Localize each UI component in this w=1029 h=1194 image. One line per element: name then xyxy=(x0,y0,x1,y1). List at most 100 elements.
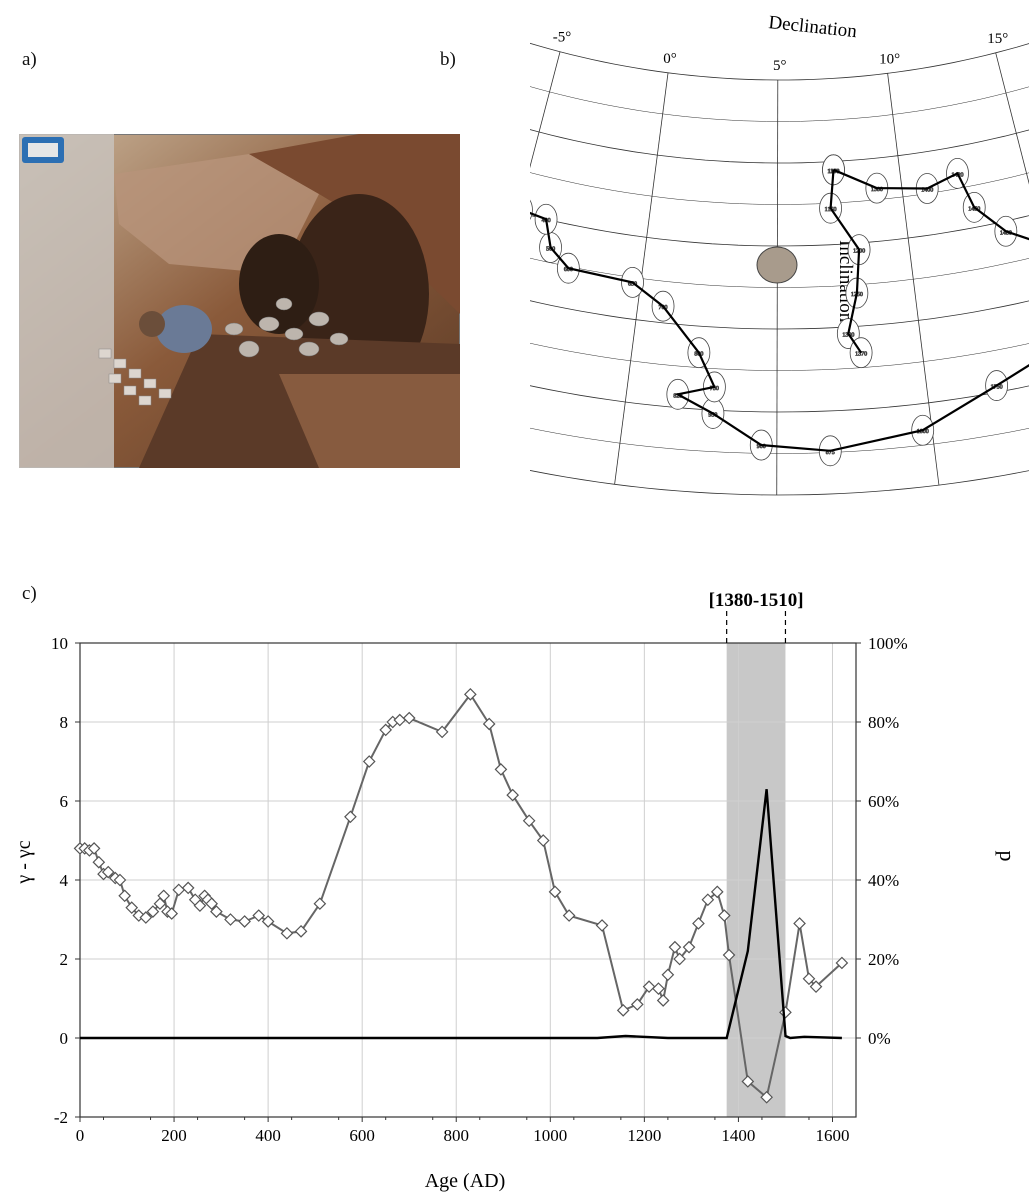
gamma-point xyxy=(656,994,670,1007)
panel-label-b: b) xyxy=(440,49,456,70)
gamma-point xyxy=(548,885,562,899)
x-tick-label: 1400 xyxy=(721,1126,755,1145)
curve-age-label: 500 xyxy=(546,246,555,252)
declination-axis-title: Declination xyxy=(767,12,858,42)
gamma-point xyxy=(146,905,160,918)
gamma-point xyxy=(562,909,576,922)
curve-age-label: 900 xyxy=(757,444,766,450)
gamma-point xyxy=(92,855,106,869)
gamma-point xyxy=(379,723,393,737)
gamma-point xyxy=(280,926,294,940)
gamma-point xyxy=(673,952,686,966)
gamma-point xyxy=(701,893,715,907)
curve-age-label: 1370 xyxy=(855,352,867,358)
gamma-point xyxy=(464,688,477,701)
gamma-point xyxy=(157,889,171,903)
x-axis-label: Age (AD) xyxy=(425,1170,506,1192)
curve-age-label: 820 xyxy=(673,393,682,399)
curve-age-label: 1480 xyxy=(1000,230,1012,236)
declination-tick-label: 10° xyxy=(879,51,900,67)
gamma-point xyxy=(482,717,496,731)
y-left-tick-label: 10 xyxy=(51,634,68,653)
gamma-point xyxy=(205,897,219,911)
gamma-point xyxy=(642,980,656,993)
inclination-gridline xyxy=(530,42,1029,81)
x-tick-label: 400 xyxy=(255,1126,281,1145)
gamma-point xyxy=(630,998,644,1011)
gamma-point xyxy=(682,940,696,954)
gamma-point xyxy=(760,1090,773,1104)
gamma-point xyxy=(139,911,153,924)
gamma-point xyxy=(87,842,101,855)
gamma-point xyxy=(362,755,376,768)
gamma-point xyxy=(402,711,416,725)
x-tick-label: 200 xyxy=(161,1126,187,1145)
curve-age-label: 950 xyxy=(708,412,717,418)
gamma-point xyxy=(835,956,849,970)
declination-tick-label: 0° xyxy=(663,51,677,67)
y-right-tick-label: 0% xyxy=(868,1029,891,1048)
y-left-tick-label: 8 xyxy=(60,713,69,732)
gamma-point xyxy=(522,814,536,828)
inclination-gridline xyxy=(530,470,1029,496)
gamma-point xyxy=(652,982,665,995)
y-right-tick-label: 20% xyxy=(868,950,899,969)
gamma-point xyxy=(536,834,550,847)
gamma-point xyxy=(344,810,357,824)
y-right-axis-label: p xyxy=(995,851,1020,862)
confidence-ellipse xyxy=(530,199,533,220)
x-tick-label: 1600 xyxy=(815,1126,849,1145)
panel-label-a: a) xyxy=(22,49,37,70)
y-right-tick-label: 40% xyxy=(868,871,899,890)
declination-inclination-plot: Declination Inclination -10°-5°0°5°10°15… xyxy=(530,12,1029,496)
gamma-point xyxy=(809,980,823,993)
gamma-point xyxy=(506,788,520,802)
gamma-point xyxy=(118,889,132,903)
curve-age-label: 650 xyxy=(628,281,637,287)
x-tick-label: 0 xyxy=(76,1126,85,1145)
declination-gridline xyxy=(530,51,561,169)
inclination-gridline xyxy=(530,300,1029,330)
gamma-point xyxy=(661,968,675,982)
interval-label: [1380-1510] xyxy=(709,590,804,611)
declination-tick-label: -5° xyxy=(553,30,572,46)
gamma-point xyxy=(294,925,308,938)
declination-gridline xyxy=(995,52,1029,185)
gamma-point xyxy=(165,907,179,920)
gamma-point xyxy=(692,917,705,930)
gamma-point xyxy=(193,899,207,913)
inclination-gridline xyxy=(530,385,1029,413)
y-left-tick-label: 6 xyxy=(60,792,69,811)
curve-age-label: 1380 xyxy=(871,187,883,193)
curve-age-label: 600 xyxy=(564,267,573,273)
curve-age-label: 1800 xyxy=(917,429,929,435)
y-right-tick-label: 100% xyxy=(868,634,908,653)
y-right-tick-label: 60% xyxy=(868,792,899,811)
gamma-point xyxy=(261,915,275,928)
declination-gridline xyxy=(776,79,779,495)
y-right-tick-label: 80% xyxy=(868,713,899,732)
gamma-point xyxy=(616,1004,630,1017)
gamma-probability-chart: -2 0 2 4 6 8 10 0% 20% 40% 60% 80% 100% 0 200 400 600 8… xyxy=(13,590,1020,1192)
gamma-point xyxy=(717,909,731,922)
curve-age-label: 875 xyxy=(826,450,835,456)
gamma-point xyxy=(252,909,266,922)
gamma-point xyxy=(710,885,724,899)
gamma-point xyxy=(181,881,195,895)
gamma-point xyxy=(494,763,508,776)
gamma-point xyxy=(802,972,816,986)
gamma-point xyxy=(113,873,127,887)
declination-gridline xyxy=(887,73,940,486)
x-tick-label: 600 xyxy=(349,1126,375,1145)
curve-age-label: 700 xyxy=(659,305,668,311)
gamma-point xyxy=(172,883,186,897)
declination-tick-label: 5° xyxy=(773,58,787,74)
gamma-point xyxy=(793,917,806,930)
probability-series-line xyxy=(80,789,842,1040)
curve-age-label: 1750 xyxy=(991,385,1003,391)
gamma-point xyxy=(224,913,237,926)
gamma-point xyxy=(313,897,327,911)
gamma-point xyxy=(595,919,609,932)
gamma-point xyxy=(668,940,682,954)
gamma-point xyxy=(435,725,449,739)
